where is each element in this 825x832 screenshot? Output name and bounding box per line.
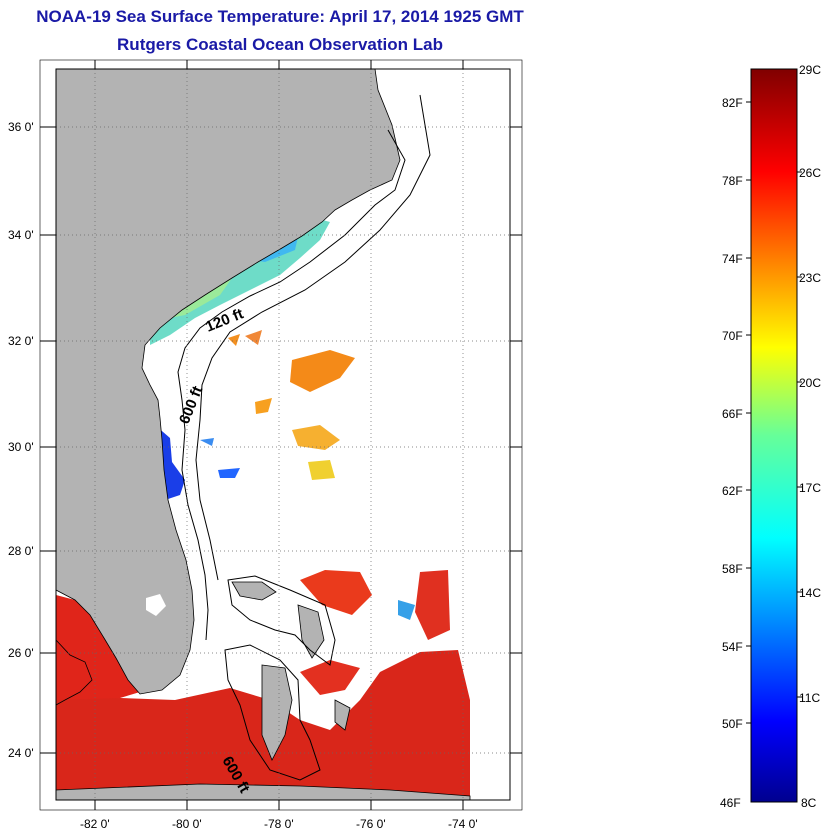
map-area: 120 ft 600 ft 600 ft 36 0' 34 0' 32 0' 3… (8, 59, 523, 831)
lat-tick-36: 36 0' (8, 120, 34, 134)
sst-patch-mid (300, 570, 372, 615)
sst-patch-yellow-1 (308, 460, 335, 480)
sst-patch-orange-1 (290, 350, 355, 392)
cb-f-74: 74F (722, 252, 743, 266)
sst-patch-bahamas-east (300, 660, 360, 695)
colorbar: 82F 78F 74F 70F 66F 62F 58F 54F 50F 46F … (720, 63, 821, 810)
sst-patch-cold-3 (200, 438, 214, 446)
lat-tick-32: 32 0' (8, 334, 34, 348)
cb-f-78: 78F (722, 174, 743, 188)
cb-f-70: 70F (722, 329, 743, 343)
contour-120ft (177, 129, 406, 641)
lon-tick-76: -76 0' (356, 817, 386, 831)
cb-f-50: 50F (722, 717, 743, 731)
cb-c-14: 14C (799, 586, 821, 600)
land-cuba (56, 783, 471, 800)
lon-tick-78: -78 0' (264, 817, 294, 831)
lon-tick-74: -74 0' (448, 817, 478, 831)
cb-f-58: 58F (722, 562, 743, 576)
contour-bahamas-bank (224, 575, 336, 781)
cb-f-54: 54F (722, 640, 743, 654)
land-us-southeast (56, 69, 401, 695)
colorbar-ticks (746, 101, 802, 724)
colorbar-gradient (750, 68, 798, 803)
sst-patch-orange-3 (292, 425, 340, 450)
lat-tick-24: 24 0' (8, 746, 34, 760)
contour-600ft (195, 94, 431, 581)
lake-okeechobee (146, 594, 166, 616)
cb-c-8: 8C (801, 796, 817, 810)
cb-f-82: 82F (722, 96, 743, 110)
sst-patch-cold-2 (218, 468, 240, 478)
cb-c-29: 29C (799, 63, 821, 77)
cb-c-26: 26C (799, 166, 821, 180)
sst-patch-east-hot (415, 570, 450, 640)
cb-f-66: 66F (722, 407, 743, 421)
lon-tick-80: -80 0' (172, 817, 202, 831)
sst-patch-orange-5 (245, 330, 262, 345)
cb-c-17: 17C (799, 481, 821, 495)
map-outer-frame (39, 59, 523, 811)
tick-marks (40, 60, 522, 810)
cb-c-23: 23C (799, 271, 821, 285)
sst-patch-gulf (56, 595, 140, 715)
land-bahamas-east (334, 699, 351, 731)
map-title: NOAA-19 Sea Surface Temperature: April 1… (36, 7, 524, 26)
cb-f-46: 46F (720, 796, 741, 810)
map-subtitle: Rutgers Coastal Ocean Observation Lab (117, 35, 443, 54)
land-bahamas-abaco (297, 604, 325, 659)
lat-tick-26: 26 0' (8, 646, 34, 660)
map-frame (55, 68, 511, 801)
lat-tick-28: 28 0' (8, 544, 34, 558)
sst-patch-cool-east (398, 600, 415, 620)
contour-gulf (56, 639, 93, 706)
lon-tick-82: -82 0' (80, 817, 110, 831)
cb-c-11: 11C (799, 691, 820, 705)
land-bahamas-andros (261, 664, 293, 761)
lat-tick-30: 30 0' (8, 440, 34, 454)
cb-c-20: 20C (799, 376, 821, 390)
sst-patch-orange-4 (228, 334, 240, 346)
lat-tick-34: 34 0' (8, 228, 34, 242)
land-bahamas-grand (231, 581, 277, 601)
sst-patch-orange-2 (255, 398, 272, 414)
cb-f-62: 62F (722, 484, 743, 498)
